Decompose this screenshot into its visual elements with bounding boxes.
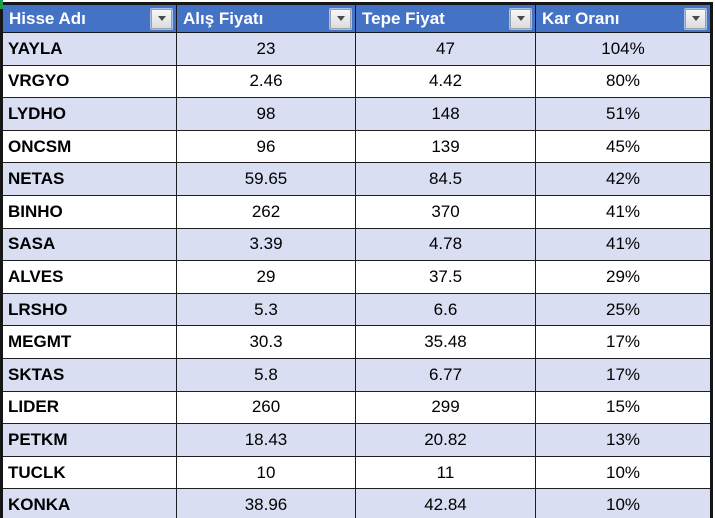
table-row: LIDER 260 299 15% [3, 391, 710, 425]
stock-name-cell[interactable]: YAYLA [3, 33, 177, 65]
buy-price-cell[interactable]: 3.39 [177, 228, 356, 261]
peak-price-cell[interactable]: 4.78 [356, 228, 536, 261]
profit-ratio-cell[interactable]: 10% [605, 495, 641, 515]
buy-price-cell[interactable]: 29 [177, 261, 356, 293]
buy-price-cell[interactable]: 30.3 [177, 326, 356, 358]
stock-name-cell[interactable]: LYDHO [3, 98, 177, 130]
table-row: NETAS 59.65 84.5 42% [3, 163, 710, 196]
header-label: Tepe Fiyat [362, 8, 445, 28]
peak-price-cell[interactable]: 20.82 [356, 424, 536, 456]
profit-ratio-cell[interactable]: 25% [605, 299, 641, 319]
table-body: YAYLA 23 47 104% VRGYO 2.46 4.42 80% LYD… [3, 33, 710, 518]
peak-price-cell[interactable]: 4.42 [356, 65, 536, 98]
buy-price-cell[interactable]: 98 [177, 98, 356, 130]
buy-price-cell[interactable]: 10 [177, 456, 356, 489]
table-row: YAYLA 23 47 104% [3, 33, 710, 66]
stock-name-cell[interactable]: MEGMT [3, 326, 177, 358]
stock-name-cell[interactable]: SKTAS [3, 358, 177, 391]
peak-price-cell[interactable]: 370 [356, 195, 536, 228]
peak-price-cell[interactable]: 139 [356, 130, 536, 163]
stock-name-cell[interactable]: ONCSM [3, 130, 177, 163]
stock-name-cell[interactable]: NETAS [3, 163, 177, 195]
buy-price-cell[interactable]: 96 [177, 130, 356, 163]
profit-ratio-cell[interactable]: 80% [605, 71, 641, 91]
buy-price-cell[interactable]: 2.46 [177, 65, 356, 98]
filter-dropdown-button[interactable] [510, 8, 531, 29]
stock-name-cell[interactable]: PETKM [3, 424, 177, 456]
selection-corner-accent [0, 0, 3, 9]
chevron-down-icon [691, 16, 700, 21]
buy-price-cell[interactable]: 38.96 [177, 489, 356, 518]
profit-ratio-cell[interactable]: 104% [601, 38, 645, 58]
peak-price-cell[interactable]: 42.84 [356, 489, 536, 518]
peak-price-cell[interactable]: 84.5 [356, 163, 536, 195]
buy-price-cell[interactable]: 18.43 [177, 424, 356, 456]
stock-name-cell[interactable]: ALVES [3, 261, 177, 293]
stock-name-cell[interactable]: TUCLK [3, 456, 177, 489]
table-row: SKTAS 5.8 6.77 17% [3, 358, 710, 392]
table-row: SASA 3.39 4.78 41% [3, 228, 710, 262]
stock-name-cell[interactable]: VRGYO [3, 65, 177, 98]
filter-dropdown-button[interactable] [685, 8, 706, 29]
buy-price-cell[interactable]: 5.8 [177, 358, 356, 391]
table-row: TUCLK 10 11 10% [3, 456, 710, 490]
peak-price-cell[interactable]: 35.48 [356, 326, 536, 358]
chevron-down-icon [516, 16, 525, 21]
profit-ratio-cell[interactable]: 41% [605, 234, 641, 254]
table-row: PETKM 18.43 20.82 13% [3, 424, 710, 457]
table-row: KONKA 38.96 42.84 10% [3, 489, 710, 518]
peak-price-cell[interactable]: 148 [356, 98, 536, 130]
stock-name-cell[interactable]: BINHO [3, 195, 177, 228]
table-row: LYDHO 98 148 51% [3, 98, 710, 131]
table-row: ALVES 29 37.5 29% [3, 261, 710, 294]
table-row: VRGYO 2.46 4.42 80% [3, 65, 710, 99]
stock-name-cell[interactable]: LIDER [3, 391, 177, 424]
buy-price-cell[interactable]: 23 [177, 33, 356, 65]
chevron-down-icon [336, 16, 345, 21]
table-row: BINHO 262 370 41% [3, 195, 710, 229]
peak-price-cell[interactable]: 6.77 [356, 358, 536, 391]
header-label: Kar Oranı [542, 8, 620, 28]
stock-name-cell[interactable]: LRSHO [3, 293, 177, 326]
header-cell-kar-orani[interactable]: Kar Oranı [536, 5, 710, 32]
profit-ratio-cell[interactable]: 17% [605, 364, 641, 384]
profit-ratio-cell[interactable]: 29% [605, 266, 641, 286]
table-header-row: Hisse Adı Alış Fiyatı Tepe Fiyat Kar Ora… [3, 5, 710, 33]
header-label: Alış Fiyatı [183, 8, 264, 28]
header-cell-alis-fiyati[interactable]: Alış Fiyatı [177, 5, 356, 32]
chevron-down-icon [157, 16, 166, 21]
peak-price-cell[interactable]: 11 [356, 456, 536, 489]
stock-name-cell[interactable]: KONKA [3, 489, 177, 518]
profit-ratio-cell[interactable]: 10% [605, 462, 641, 482]
profit-ratio-cell[interactable]: 45% [605, 136, 641, 156]
table-row: LRSHO 5.3 6.6 25% [3, 293, 710, 327]
filter-dropdown-button[interactable] [330, 8, 351, 29]
profit-ratio-cell[interactable]: 15% [605, 397, 641, 417]
table-row: ONCSM 96 139 45% [3, 130, 710, 164]
buy-price-cell[interactable]: 260 [177, 391, 356, 424]
peak-price-cell[interactable]: 299 [356, 391, 536, 424]
header-label: Hisse Adı [9, 8, 86, 28]
header-cell-hisse-adi[interactable]: Hisse Adı [3, 5, 177, 32]
header-cell-tepe-fiyat[interactable]: Tepe Fiyat [356, 5, 536, 32]
buy-price-cell[interactable]: 59.65 [177, 163, 356, 195]
peak-price-cell[interactable]: 47 [356, 33, 536, 65]
peak-price-cell[interactable]: 6.6 [356, 293, 536, 326]
profit-ratio-cell[interactable]: 13% [605, 429, 641, 449]
peak-price-cell[interactable]: 37.5 [356, 261, 536, 293]
profit-ratio-cell[interactable]: 41% [605, 201, 641, 221]
table-row: MEGMT 30.3 35.48 17% [3, 326, 710, 359]
filter-dropdown-button[interactable] [151, 8, 172, 29]
profit-ratio-cell[interactable]: 42% [605, 169, 641, 189]
profit-ratio-cell[interactable]: 17% [605, 332, 641, 352]
buy-price-cell[interactable]: 5.3 [177, 293, 356, 326]
profit-ratio-cell[interactable]: 51% [605, 103, 641, 123]
buy-price-cell[interactable]: 262 [177, 195, 356, 228]
stock-name-cell[interactable]: SASA [3, 228, 177, 261]
